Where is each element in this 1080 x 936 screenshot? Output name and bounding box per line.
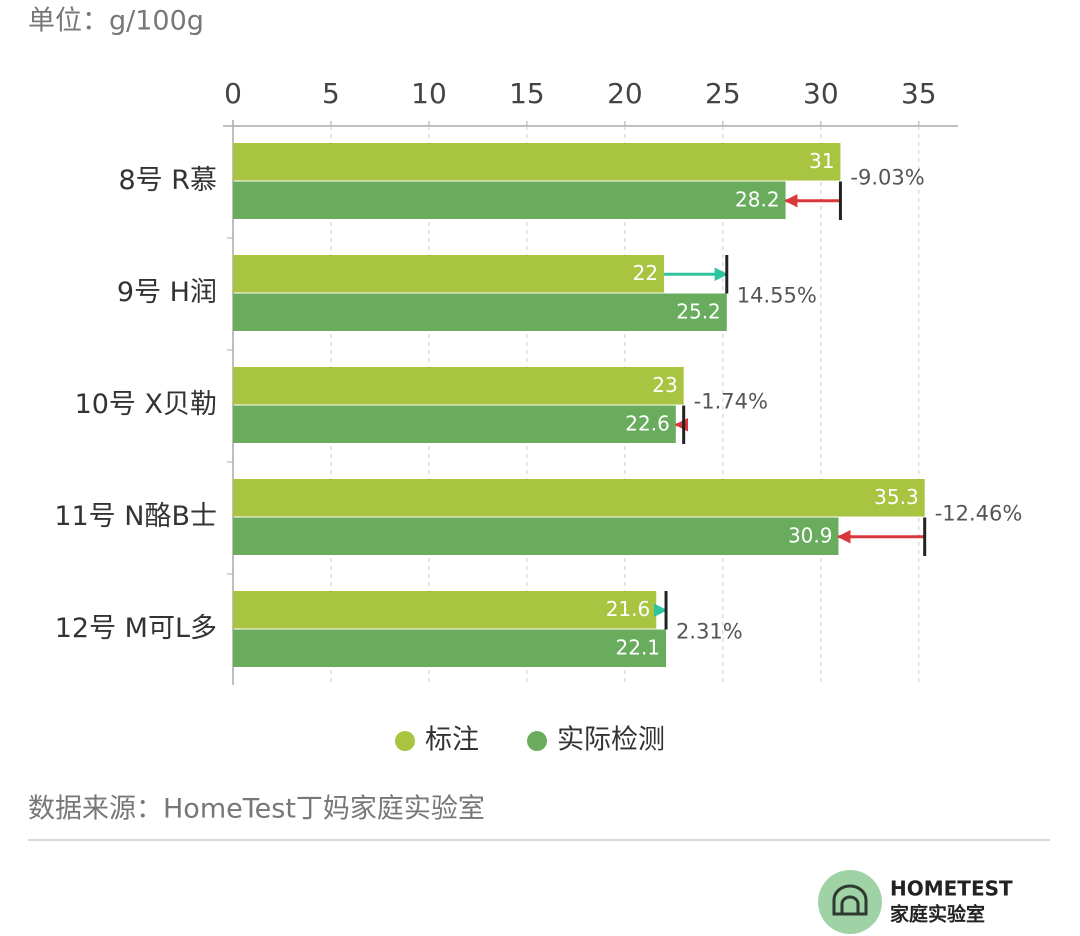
bar xyxy=(233,517,839,555)
y-tick-label: 11号 N酪B士 xyxy=(54,501,217,532)
bar xyxy=(233,143,841,181)
logo-subtitle: 家庭实验室 xyxy=(890,903,985,926)
change-label: -12.46% xyxy=(935,502,1023,526)
x-tick-label: 25 xyxy=(705,77,741,110)
value-label: 31 xyxy=(809,149,834,173)
value-label: 35.3 xyxy=(874,485,919,509)
legend-swatch xyxy=(527,731,547,751)
value-label: 22.1 xyxy=(616,635,661,659)
y-tick-label: 12号 M可L多 xyxy=(55,613,217,644)
value-label: 22.6 xyxy=(625,411,670,435)
logo-icon xyxy=(832,884,868,916)
value-label: 30.9 xyxy=(788,523,833,547)
value-label: 28.2 xyxy=(735,187,780,211)
legend-label: 实际检测 xyxy=(557,725,665,756)
legend-label: 标注 xyxy=(425,725,479,756)
x-tick-label: 30 xyxy=(803,77,839,110)
value-label: 23 xyxy=(652,373,677,397)
y-tick-label: 8号 R慕 xyxy=(118,165,217,196)
bar xyxy=(233,293,727,331)
logo-badge xyxy=(818,870,882,934)
change-label: 2.31% xyxy=(676,620,743,644)
bar xyxy=(233,181,786,219)
x-tick-label: 15 xyxy=(509,77,545,110)
legend-swatch xyxy=(395,731,415,751)
value-label: 22 xyxy=(633,261,658,285)
source: 数据来源：HomeTest丁妈家庭实验室 xyxy=(28,794,485,825)
x-tick-label: 5 xyxy=(322,77,340,110)
bar xyxy=(233,591,657,629)
x-tick-label: 35 xyxy=(901,77,937,110)
x-tick-label: 0 xyxy=(224,77,242,110)
x-tick-label: 10 xyxy=(411,77,447,110)
value-label: 21.6 xyxy=(606,597,651,621)
change-label: -1.74% xyxy=(694,390,768,414)
x-tick-label: 20 xyxy=(607,77,643,110)
chart-subtitle: 单位：g/100g xyxy=(28,6,204,37)
y-tick-label: 9号 H润 xyxy=(117,277,217,308)
bar xyxy=(233,629,667,667)
bar xyxy=(233,479,925,517)
change-label: 14.55% xyxy=(737,284,817,308)
y-tick-label: 10号 X贝勒 xyxy=(75,389,217,420)
bar xyxy=(233,367,684,405)
bar xyxy=(233,255,665,293)
logo: HOMETEST 家庭实验室 xyxy=(818,870,1013,934)
bar xyxy=(233,405,676,443)
logo-name: HOMETEST xyxy=(890,877,1013,901)
value-label: 25.2 xyxy=(676,299,721,323)
change-label: -9.03% xyxy=(850,166,924,190)
